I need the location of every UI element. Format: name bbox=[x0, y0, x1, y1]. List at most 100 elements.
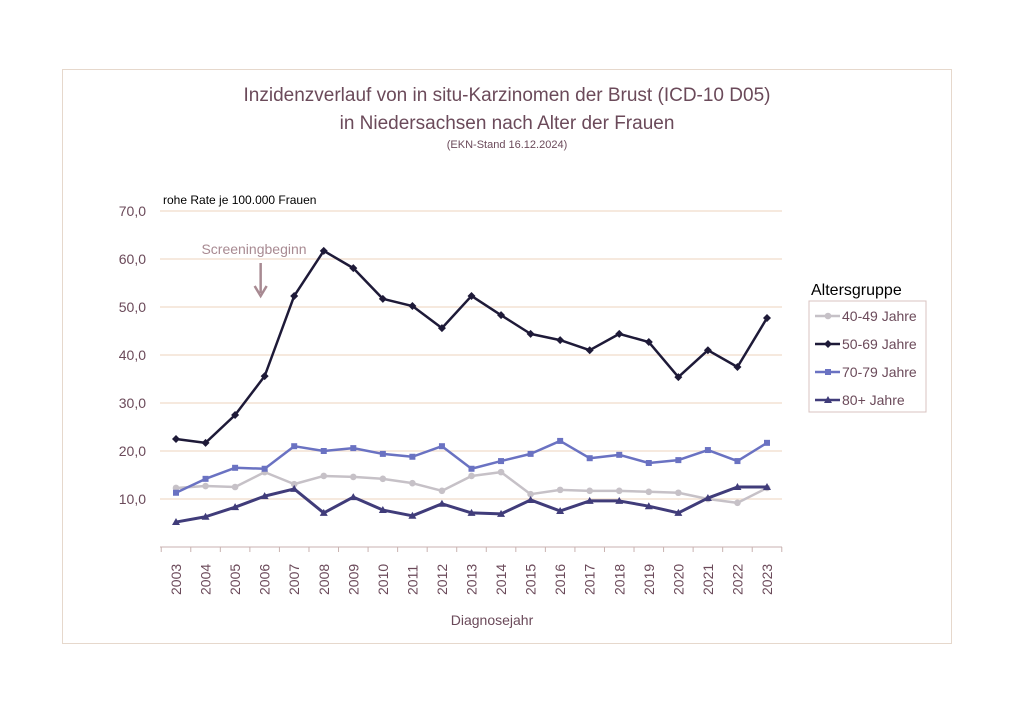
data-point bbox=[260, 372, 269, 381]
data-point bbox=[408, 511, 417, 519]
x-tick-label: 2006 bbox=[257, 564, 273, 595]
data-point bbox=[615, 496, 624, 504]
data-point bbox=[734, 458, 741, 465]
data-point bbox=[644, 338, 653, 347]
x-tick-label: 2020 bbox=[670, 564, 686, 595]
data-point bbox=[319, 246, 328, 255]
data-point bbox=[585, 496, 594, 504]
data-point bbox=[733, 363, 742, 371]
data-point bbox=[349, 264, 358, 273]
data-point bbox=[408, 302, 417, 311]
x-tick-label: 2017 bbox=[582, 564, 598, 595]
x-tick-label: 2019 bbox=[641, 564, 657, 595]
data-point bbox=[527, 490, 534, 498]
data-point bbox=[260, 492, 269, 500]
data-point bbox=[586, 487, 593, 495]
data-point bbox=[527, 450, 534, 457]
y-axis-label: rohe Rate je 100.000 Frauen bbox=[163, 193, 316, 207]
data-point bbox=[497, 468, 505, 476]
data-point bbox=[350, 445, 357, 452]
x-tick-label: 2007 bbox=[286, 564, 302, 595]
y-tick-label: 40,0 bbox=[119, 347, 146, 363]
data-point bbox=[674, 508, 683, 516]
data-point bbox=[232, 464, 239, 471]
data-point bbox=[409, 479, 416, 487]
x-tick-label: 2014 bbox=[493, 564, 509, 595]
data-point bbox=[615, 329, 624, 338]
legend-label: 80+ Jahre bbox=[842, 392, 905, 408]
data-point bbox=[231, 411, 240, 419]
data-point bbox=[349, 493, 358, 501]
data-point bbox=[704, 447, 711, 454]
data-point bbox=[734, 499, 741, 507]
x-tick-label: 2004 bbox=[198, 564, 214, 595]
data-point bbox=[173, 489, 179, 496]
data-point bbox=[320, 472, 328, 480]
x-tick-label: 2008 bbox=[316, 564, 332, 595]
data-point bbox=[703, 346, 712, 355]
data-point bbox=[320, 448, 327, 454]
y-tick-label: 10,0 bbox=[119, 491, 146, 507]
data-point bbox=[645, 488, 653, 496]
y-tick-label: 20,0 bbox=[119, 443, 146, 459]
data-point bbox=[615, 487, 623, 495]
series-50-69-jahre bbox=[172, 246, 771, 447]
data-point bbox=[824, 312, 832, 320]
data-point bbox=[350, 473, 357, 481]
data-point bbox=[202, 482, 209, 490]
data-point bbox=[764, 439, 770, 446]
series-line bbox=[175, 249, 769, 445]
series-40-49-jahre bbox=[172, 468, 771, 507]
x-tick-label: 2005 bbox=[227, 564, 243, 595]
data-point bbox=[556, 486, 564, 494]
x-tick-label: 2010 bbox=[375, 564, 391, 595]
data-point bbox=[172, 518, 180, 526]
x-tick-label: 2015 bbox=[523, 564, 539, 595]
data-point bbox=[319, 508, 328, 516]
chart-title: Inzidenzverlauf von in situ-Karzinomen d… bbox=[244, 85, 771, 106]
y-tick-label: 60,0 bbox=[119, 251, 146, 267]
data-point bbox=[201, 512, 210, 520]
data-point bbox=[291, 443, 298, 450]
data-point bbox=[586, 455, 593, 462]
series-70-79-jahre bbox=[173, 437, 770, 496]
data-point bbox=[201, 438, 210, 447]
data-point bbox=[675, 489, 682, 497]
data-point bbox=[675, 457, 682, 464]
x-axis-label: Diagnosejahr bbox=[451, 612, 534, 628]
data-point bbox=[378, 294, 387, 303]
data-point bbox=[468, 472, 475, 480]
annotation-arrowhead bbox=[253, 285, 268, 299]
x-tick-label: 2013 bbox=[464, 564, 480, 595]
data-point bbox=[438, 487, 446, 495]
y-tick-label: 50,0 bbox=[119, 299, 146, 315]
data-point bbox=[437, 499, 446, 507]
data-point bbox=[379, 450, 386, 457]
x-tick-label: 2022 bbox=[729, 564, 745, 595]
data-point bbox=[526, 329, 535, 338]
data-point bbox=[526, 495, 535, 503]
data-point bbox=[556, 507, 565, 514]
chart-frame bbox=[62, 69, 952, 644]
data-point bbox=[231, 483, 239, 491]
data-point bbox=[437, 324, 446, 333]
data-point bbox=[290, 291, 299, 300]
data-point bbox=[497, 509, 506, 517]
legend-title: Altersgruppe bbox=[811, 282, 902, 299]
chart-subtitle: (EKN-Stand 16.12.2024) bbox=[447, 139, 567, 151]
x-tick-label: 2021 bbox=[700, 564, 716, 595]
data-point bbox=[824, 396, 832, 403]
x-tick-label: 2011 bbox=[404, 565, 420, 595]
data-point bbox=[585, 346, 594, 355]
data-point bbox=[172, 435, 180, 443]
data-point bbox=[290, 480, 298, 488]
data-point bbox=[616, 451, 623, 458]
legend-label: 70-79 Jahre bbox=[842, 364, 917, 380]
chart-title-line2: in Niedersachsen nach Alter der Frauen bbox=[340, 113, 675, 134]
x-tick-label: 2016 bbox=[552, 564, 568, 595]
x-tick-label: 2018 bbox=[611, 564, 627, 595]
data-point bbox=[763, 483, 771, 490]
data-point bbox=[261, 465, 268, 472]
data-point bbox=[467, 508, 476, 516]
